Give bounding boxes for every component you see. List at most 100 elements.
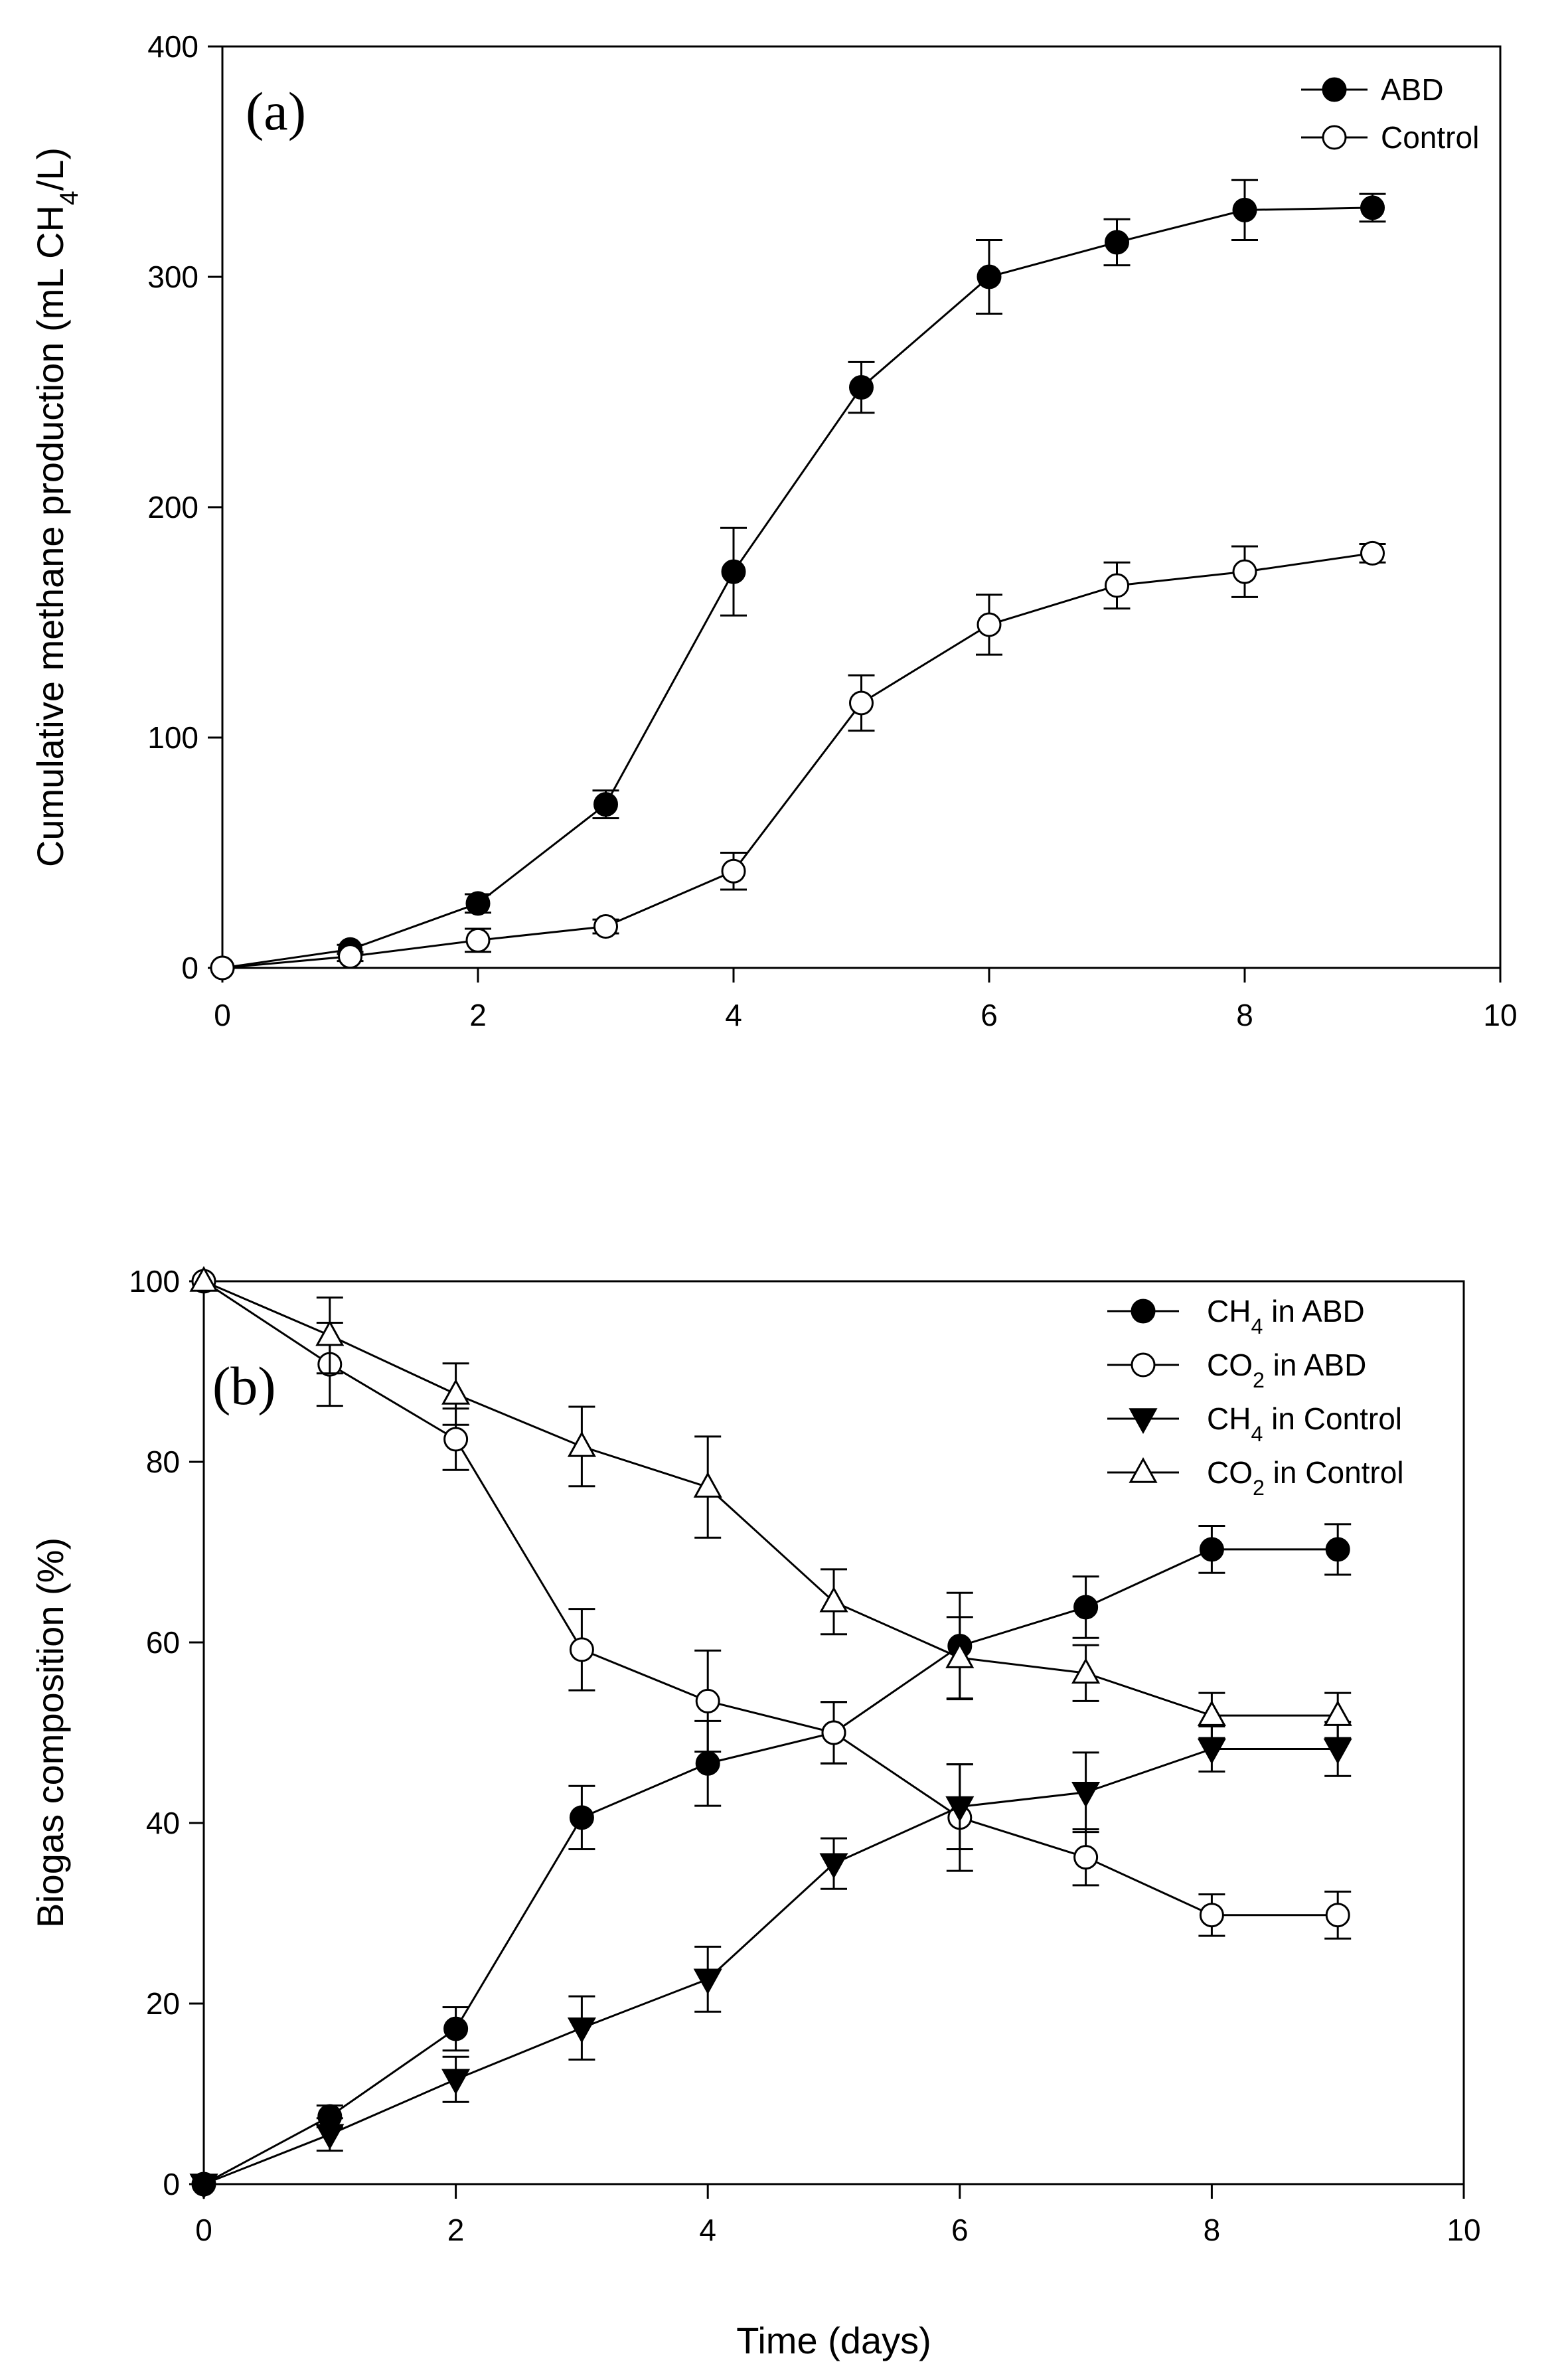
data-point: [693, 1968, 722, 1995]
x-tick-label: 10: [1483, 998, 1517, 1032]
legend-label: CH4 in ABD: [1207, 1294, 1365, 1338]
legend-label: ABD: [1381, 72, 1444, 107]
legend-marker: [1322, 125, 1347, 150]
x-axis-title: Time (days): [736, 2320, 931, 2361]
y-tick-label: 40: [146, 1806, 180, 1840]
legend-entry: CO2 in Control: [1107, 1455, 1404, 1500]
x-tick-label: 2: [469, 998, 487, 1032]
data-point: [1325, 1903, 1350, 1928]
data-point: [721, 559, 746, 584]
data-point: [315, 1320, 345, 1346]
x-tick-label: 2: [447, 2213, 465, 2247]
y-tick-label: 20: [146, 1986, 180, 2021]
legend-marker: [1131, 1352, 1156, 1378]
y-tick-label: 0: [181, 951, 198, 985]
data-point: [693, 1472, 722, 1498]
panel-label: (a): [246, 81, 306, 141]
y-tick-label: 100: [129, 1264, 180, 1299]
x-tick-label: 8: [1204, 2213, 1221, 2247]
series-ch4-in-abd: [191, 1523, 1352, 2197]
data-point: [593, 792, 618, 817]
data-point: [1232, 197, 1257, 222]
x-tick-label: 6: [980, 998, 998, 1032]
y-axis-title: Cumulative methane production (mL CH4/L): [29, 147, 84, 867]
data-point: [819, 1586, 848, 1613]
data-point: [189, 2174, 218, 2200]
series-control: [210, 540, 1386, 981]
series-line: [203, 1548, 1338, 2185]
series-line: [203, 1747, 1338, 2185]
legend-marker: [1131, 1299, 1156, 1324]
data-point: [1073, 1595, 1099, 1620]
x-tick-label: 6: [951, 2213, 969, 2247]
data-point: [189, 1265, 218, 1292]
x-tick-label: 0: [214, 998, 231, 1032]
series-line: [222, 206, 1373, 969]
y-tick-label: 100: [147, 720, 198, 755]
x-tick-label: 10: [1447, 2213, 1480, 2247]
data-point: [721, 858, 746, 884]
y-tick-label: 400: [147, 29, 198, 64]
data-point: [821, 1720, 846, 1745]
data-point: [441, 2069, 471, 2095]
data-point: [945, 1796, 975, 1822]
data-point: [1360, 540, 1385, 566]
legend-label: CO2 in ABD: [1207, 1348, 1366, 1392]
data-point: [695, 1688, 720, 1713]
data-point: [569, 1805, 594, 1830]
data-point: [1105, 573, 1129, 598]
data-point: [1325, 1537, 1350, 1562]
data-point: [849, 375, 874, 400]
y-tick-label: 0: [163, 2167, 180, 2201]
panel-label: (b): [212, 1356, 276, 1416]
y-tick-label: 300: [147, 260, 198, 294]
y-axis-title: Biogas composition (%): [29, 1538, 71, 1928]
data-point: [567, 1431, 596, 1457]
series-line: [222, 552, 1373, 969]
legend-label: CO2 in Control: [1207, 1455, 1404, 1500]
legend-marker: [1129, 1457, 1158, 1483]
x-tick-label: 8: [1236, 998, 1253, 1032]
data-point: [1197, 1738, 1226, 1765]
series-co2-in-control: [189, 1265, 1352, 1739]
data-point: [695, 1751, 720, 1776]
data-point: [1071, 1658, 1101, 1684]
data-point: [849, 690, 874, 716]
data-point: [465, 927, 491, 953]
data-point: [593, 914, 618, 939]
series-line: [203, 1280, 1338, 1917]
data-point: [315, 2124, 345, 2150]
legend-label: Control: [1381, 120, 1479, 155]
data-point: [1360, 195, 1385, 220]
data-point: [977, 264, 1002, 289]
y-tick-label: 200: [147, 490, 198, 524]
series-co2-in-abd: [191, 1269, 1352, 1940]
data-point: [1073, 1845, 1099, 1870]
legend-entry: ABD: [1301, 72, 1444, 107]
data-point: [1232, 559, 1257, 584]
data-point: [819, 1853, 848, 1879]
data-point: [441, 1378, 471, 1405]
data-point: [977, 612, 1002, 637]
legend-marker: [1322, 77, 1347, 102]
data-point: [465, 891, 491, 916]
data-point: [567, 2017, 596, 2043]
data-point: [1105, 230, 1129, 255]
data-point: [1197, 1700, 1226, 1726]
legend-entry: CH4 in Control: [1107, 1401, 1402, 1446]
data-point: [1199, 1537, 1224, 1562]
plot-frame: [221, 45, 1502, 969]
plot-frame: [202, 1280, 1465, 2185]
data-point: [1071, 1782, 1101, 1808]
y-tick-label: 80: [146, 1445, 180, 1479]
legend-entry: CH4 in ABD: [1107, 1294, 1365, 1338]
series-ch4-in-control: [189, 1721, 1352, 2200]
legend-entry: CO2 in ABD: [1107, 1348, 1366, 1392]
data-point: [1323, 1738, 1352, 1765]
data-point: [1199, 1903, 1224, 1928]
y-tick-label: 60: [146, 1625, 180, 1660]
data-point: [569, 1637, 594, 1662]
